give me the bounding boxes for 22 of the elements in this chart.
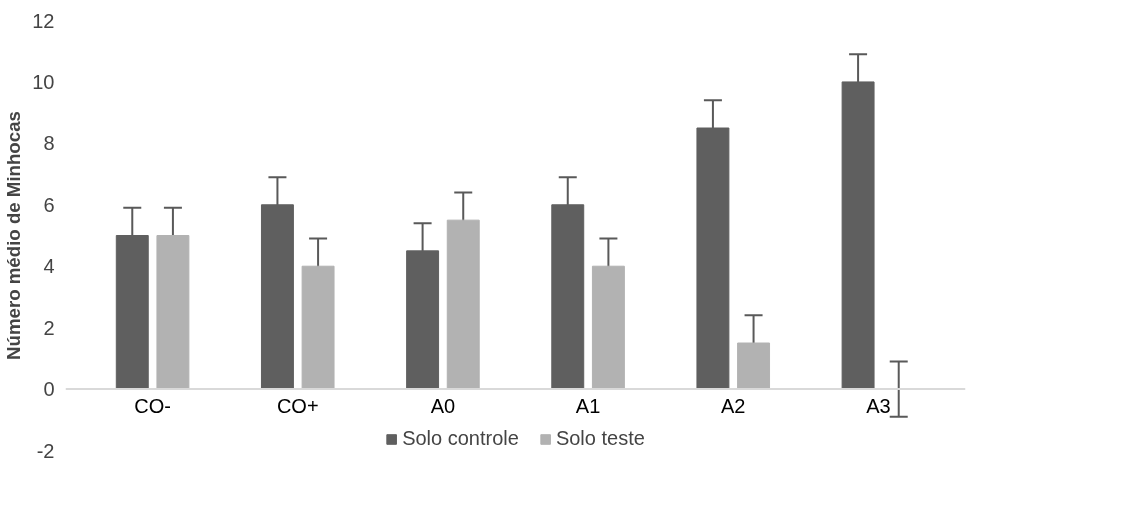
x-tick-label: CO+ bbox=[276, 395, 319, 418]
legend-label: Solo teste bbox=[555, 427, 645, 450]
y-tick-label: 8 bbox=[43, 132, 55, 155]
x-tick-label: A1 bbox=[575, 395, 601, 418]
bar bbox=[737, 342, 771, 390]
x-tick-label: A2 bbox=[721, 395, 746, 418]
x-tick-label: A0 bbox=[430, 395, 456, 418]
y-tick-label: 10 bbox=[32, 70, 55, 93]
x-tick-label: A3 bbox=[866, 395, 891, 418]
y-axis-title: Número médio de Minhocas bbox=[3, 111, 25, 360]
bar bbox=[591, 265, 625, 390]
y-tick-label: -2 bbox=[36, 439, 55, 462]
y-tick-label: 0 bbox=[43, 378, 55, 401]
y-tick-label: 2 bbox=[43, 316, 55, 339]
y-tick-label: 12 bbox=[32, 9, 55, 32]
bar bbox=[156, 235, 190, 390]
y-tick-label: 6 bbox=[43, 193, 55, 216]
legend-label: Solo controle bbox=[402, 427, 519, 450]
x-tick-label: CO- bbox=[134, 395, 171, 418]
y-tick-label: 4 bbox=[43, 255, 55, 278]
bar bbox=[301, 265, 335, 390]
bar bbox=[446, 219, 480, 390]
